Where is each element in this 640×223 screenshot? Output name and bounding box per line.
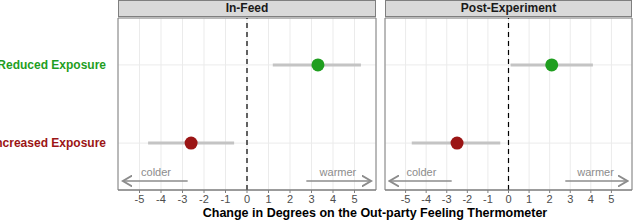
html-text:Change in Degrees on the Out-p: Change in Degrees on the Out-party Feeli… [202, 206, 548, 220]
svg-text:-1: -1 [483, 193, 493, 205]
html-text:In-Feed: In-Feed [225, 1, 269, 15]
html-text:Post-Experiment: Post-Experiment [460, 1, 557, 15]
svg-text:warmer: warmer [319, 166, 357, 178]
svg-text:Increased Exposure: Increased Exposure [0, 136, 106, 150]
svg-text:-4: -4 [156, 193, 166, 205]
svg-text:-3: -3 [178, 193, 188, 205]
svg-text:5: 5 [608, 193, 614, 205]
svg-text:3: 3 [567, 193, 573, 205]
svg-text:-4: -4 [421, 193, 431, 205]
svg-text:colder: colder [406, 166, 436, 178]
svg-text:0: 0 [505, 193, 511, 205]
svg-text:-5: -5 [401, 193, 411, 205]
svg-text:2: 2 [287, 193, 293, 205]
svg-text:-2: -2 [199, 193, 209, 205]
svg-text:Reduced Exposure: Reduced Exposure [0, 58, 106, 72]
svg-text:3: 3 [308, 193, 314, 205]
svg-text:1: 1 [526, 193, 532, 205]
svg-text:-1: -1 [221, 193, 231, 205]
svg-text:warmer: warmer [576, 166, 614, 178]
svg-text:5: 5 [351, 193, 357, 205]
svg-text:-2: -2 [462, 193, 472, 205]
svg-text:4: 4 [330, 193, 336, 205]
svg-text:1: 1 [265, 193, 271, 205]
svg-text:-3: -3 [442, 193, 452, 205]
svg-text:colder: colder [141, 166, 171, 178]
svg-text:0: 0 [244, 193, 250, 205]
svg-text:2: 2 [547, 193, 553, 205]
svg-text:-5: -5 [135, 193, 145, 205]
svg-text:4: 4 [588, 193, 594, 205]
